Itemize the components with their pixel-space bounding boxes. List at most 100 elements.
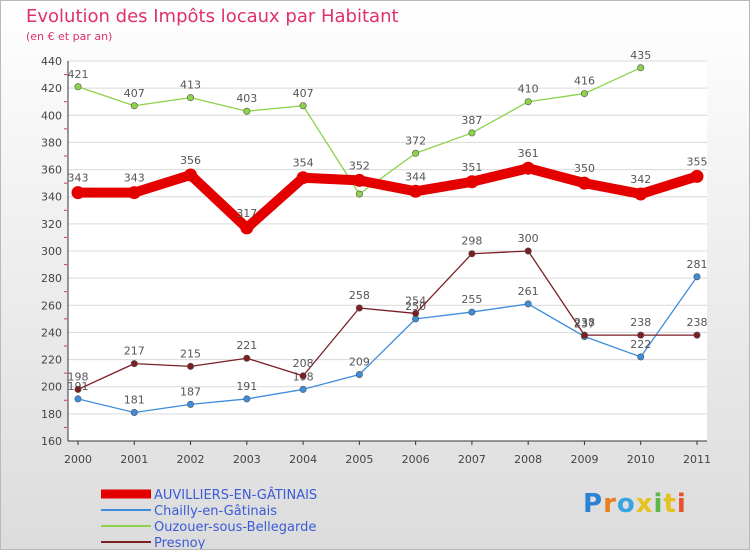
data-label: 350 [574,162,595,175]
data-label: 410 [518,83,539,96]
data-label: 413 [180,79,201,92]
data-label: 403 [236,92,257,105]
data-point [243,107,251,115]
data-point [634,187,648,201]
data-label: 215 [180,347,201,360]
data-label: 181 [124,394,145,407]
logo-letter: i [653,489,664,519]
data-point [130,408,138,416]
legend-label: Chailly-en-Gâtinais [154,504,277,519]
data-point [187,94,195,102]
y-tick-label: 160 [41,435,62,448]
data-label: 250 [405,300,426,313]
data-point [468,308,476,316]
legend-label: Ouzouer-sous-Bellegarde [154,520,316,535]
logo-letter: P [583,489,604,519]
y-tick-label: 360 [41,164,62,177]
data-label: 355 [687,155,708,168]
x-tick-label: 2006 [402,453,430,466]
data-point [521,161,535,175]
data-label: 356 [180,154,201,167]
y-tick-label: 260 [41,299,62,312]
x-tick-label: 2011 [683,453,711,466]
y-tick-label: 400 [41,109,62,122]
y-tick-label: 420 [41,82,62,95]
data-label: 300 [518,232,539,245]
data-point [465,175,479,189]
x-tick-label: 2002 [177,453,205,466]
y-tick-label: 280 [41,272,62,285]
logo-letter: x [635,489,654,519]
data-point [296,171,310,185]
data-point [74,83,82,91]
x-tick-label: 2005 [345,453,373,466]
data-label: 343 [124,172,145,185]
data-point [127,186,141,200]
y-tick-label: 380 [41,136,62,149]
data-label: 421 [68,68,89,81]
series-line [77,276,698,414]
x-tick-label: 2009 [570,453,598,466]
data-label: 261 [518,285,539,298]
y-tick-label: 300 [41,245,62,258]
data-label: 407 [293,87,314,100]
data-point [412,309,420,317]
logo-letter: t [663,489,677,519]
x-tick-label: 2001 [120,453,148,466]
y-tick-label: 240 [41,326,62,339]
data-point [352,173,366,187]
data-point [412,149,420,157]
data-label: 435 [630,49,651,62]
data-label: 317 [236,207,257,220]
data-label: 354 [293,157,314,170]
data-label: 387 [461,114,482,127]
y-tick-label: 440 [41,55,62,68]
series-3: 198 217 215 221 208 258 254 298 300 238 238 238 [68,232,708,393]
x-tick-label: 2004 [289,453,317,466]
data-label: 255 [461,293,482,306]
data-point [577,176,591,190]
y-tick-label: 340 [41,191,62,204]
data-label: 222 [630,338,651,351]
data-point [637,64,645,72]
data-point [409,184,423,198]
series-0: 343 343 356 317 354 352 344 351 361 350 342 355 [68,147,708,235]
data-point [693,273,701,281]
x-tick-label: 2010 [627,453,655,466]
data-label: 344 [405,170,426,183]
x-tick-label: 2007 [458,453,486,466]
data-point [355,304,363,312]
data-point [74,385,82,393]
proxiti-logo[interactable]: Proxiti [583,489,687,519]
x-tick-label: 2003 [233,453,261,466]
chart-subtitle: (en € et par an) [26,30,113,43]
data-point [243,354,251,362]
data-label: 343 [68,172,89,185]
data-label: 254 [405,294,426,307]
data-label: 407 [124,87,145,100]
data-label: 352 [349,159,370,172]
series-line [77,250,698,391]
data-label: 258 [349,289,370,302]
series-1: 191181187191198209250255261237222281 [68,258,708,416]
data-point [184,168,198,182]
data-label: 416 [574,75,595,88]
data-label: 351 [461,161,482,174]
data-point [243,395,251,403]
data-label: 198 [68,370,89,383]
data-point [130,102,138,110]
y-tick-label: 200 [41,381,62,394]
data-point [355,190,363,198]
data-point [74,395,82,403]
data-label: 238 [687,316,708,329]
x-tick-label: 2008 [514,453,542,466]
data-point [524,300,532,308]
data-label: 361 [518,147,539,160]
x-tick-label: 2000 [64,453,92,466]
data-label: 217 [124,345,145,358]
data-point [690,169,704,183]
data-label: 342 [630,173,651,186]
logo-letter: i [676,489,687,519]
